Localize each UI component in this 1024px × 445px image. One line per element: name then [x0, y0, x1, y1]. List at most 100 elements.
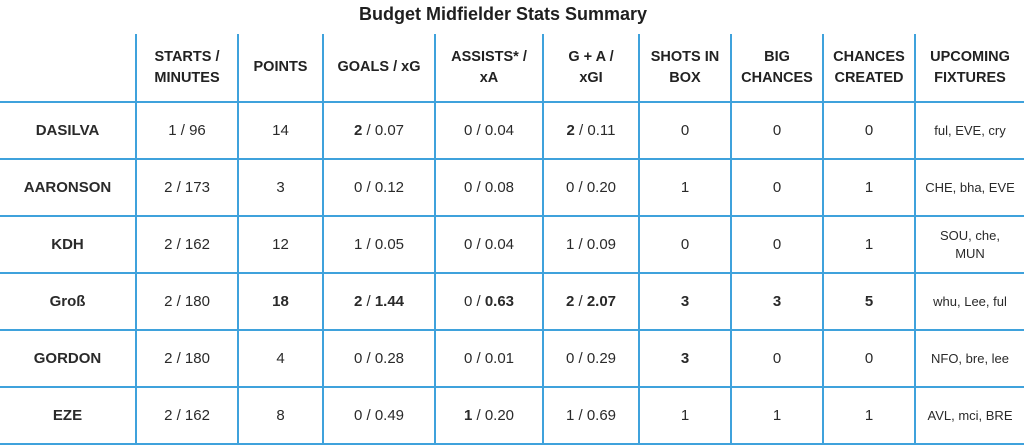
starts-minutes: 2 / 162 — [135, 216, 238, 273]
assists-xa-value: 0 — [463, 293, 473, 310]
goals-xg-expected: 0.12 — [374, 179, 405, 196]
assists-xa-expected: 0.04 — [484, 122, 515, 139]
header-ga: G + A / xGI — [542, 34, 639, 102]
goals-xg-expected: 0.07 — [374, 122, 405, 139]
goals-xg-value: 0 — [353, 407, 363, 424]
ga-xgi: 2 / 0.11 — [542, 102, 639, 159]
goals-xg-value: 0 — [353, 179, 363, 196]
goals-xg: 0 / 0.12 — [322, 159, 435, 216]
player-name: AARONSON — [23, 179, 112, 196]
points: 18 — [237, 273, 323, 330]
big-chances: 0 — [730, 102, 823, 159]
goals-xg-expected: 0.28 — [374, 350, 405, 367]
header-fixtures: UPCOMING FIXTURES — [914, 34, 1024, 102]
ga-xgi-value: 0 — [565, 350, 575, 367]
big-chances: 3 — [730, 273, 823, 330]
big-chances: 1 — [730, 387, 823, 444]
upcoming-fixtures: ful, EVE, cry — [914, 102, 1024, 159]
shots-in-box: 3 — [638, 273, 731, 330]
assists-xa: 0 / 0.63 — [434, 273, 543, 330]
chances-created: 5 — [822, 273, 915, 330]
assists-xa: 1 / 0.20 — [434, 387, 543, 444]
assists-xa-value: 1 — [463, 407, 473, 424]
starts-minutes: 1 / 96 — [135, 102, 238, 159]
upcoming-fixtures: whu, Lee, ful — [914, 273, 1024, 330]
ga-xgi: 1 / 0.09 — [542, 216, 639, 273]
assists-xa-expected: 0.63 — [484, 293, 515, 310]
assists-xa-expected: 0.08 — [484, 179, 515, 196]
starts-minutes: 2 / 173 — [135, 159, 238, 216]
table-row: EZE 2 / 162 8 0 / 0.49 1 / 0.20 1 / 0.69 1 1 1 AV… — [0, 387, 1024, 444]
ga-xgi-expected: 0.20 — [586, 179, 617, 196]
ga-xgi: 1 / 0.69 — [542, 387, 639, 444]
shots-in-box: 0 — [638, 216, 731, 273]
goals-xg-value: 0 — [353, 350, 363, 367]
header-chances-created: CHANCES CREATED — [822, 34, 915, 102]
goals-xg-value: 2 — [353, 293, 363, 310]
upcoming-fixtures: CHE, bha, EVE — [914, 159, 1024, 216]
ga-xgi: 0 / 0.20 — [542, 159, 639, 216]
goals-xg: 2 / 0.07 — [322, 102, 435, 159]
header-starts: STARTS / MINUTES — [135, 34, 238, 102]
player-name: GORDON — [33, 350, 102, 367]
stats-table: STARTS / MINUTES POINTS GOALS / xG ASSIST… — [0, 34, 1024, 445]
ga-xgi-expected: 0.69 — [586, 407, 617, 424]
ga-xgi-value: 0 — [565, 179, 575, 196]
points: 3 — [237, 159, 323, 216]
assists-xa: 0 / 0.04 — [434, 216, 543, 273]
header-big-chances: BIG CHANCES — [730, 34, 823, 102]
assists-xa-value: 0 — [463, 122, 473, 139]
shots-in-box: 3 — [638, 330, 731, 387]
points: 4 — [237, 330, 323, 387]
chances-created: 1 — [822, 216, 915, 273]
goals-xg: 2 / 1.44 — [322, 273, 435, 330]
chances-created: 0 — [822, 330, 915, 387]
table-row: GORDON 2 / 180 4 0 / 0.28 0 / 0.01 0 / 0.29 3 0… — [0, 330, 1024, 387]
assists-xa: 0 / 0.01 — [434, 330, 543, 387]
table-row: DASILVA 1 / 96 14 2 / 0.07 0 / 0.04 2 / 0.11 0… — [0, 102, 1024, 159]
chances-created: 1 — [822, 159, 915, 216]
upcoming-fixtures: SOU, che, MUN — [914, 216, 1024, 273]
header-row: STARTS / MINUTES POINTS GOALS / xG ASSIST… — [0, 34, 1024, 102]
header-points: POINTS — [237, 34, 323, 102]
player-name: DASILVA — [35, 122, 100, 139]
starts-minutes: 2 / 180 — [135, 273, 238, 330]
points: 12 — [237, 216, 323, 273]
big-chances: 0 — [730, 159, 823, 216]
assists-xa: 0 / 0.08 — [434, 159, 543, 216]
header-player — [0, 34, 136, 102]
chances-created: 1 — [822, 387, 915, 444]
ga-xgi-expected: 0.09 — [586, 236, 617, 253]
assists-xa-value: 0 — [463, 350, 473, 367]
player-name: Groß — [49, 293, 86, 310]
upcoming-fixtures: NFO, bre, lee — [914, 330, 1024, 387]
assists-xa-value: 0 — [463, 179, 473, 196]
header-assists: ASSISTS* / xA — [434, 34, 543, 102]
player-name: KDH — [51, 236, 84, 253]
goals-xg-expected: 1.44 — [374, 293, 405, 310]
starts-minutes: 2 / 180 — [135, 330, 238, 387]
ga-xgi-expected: 0.29 — [586, 350, 617, 367]
assists-xa-value: 0 — [463, 236, 473, 253]
upcoming-fixtures: AVL, mci, BRE — [914, 387, 1024, 444]
ga-xgi-value: 2 — [565, 293, 575, 310]
goals-xg-value: 2 — [353, 122, 363, 139]
table-row: Groß 2 / 180 18 2 / 1.44 0 / 0.63 2 / 2.07 3 3 5… — [0, 273, 1024, 330]
player-name: EZE — [52, 407, 83, 424]
goals-xg-expected: 0.49 — [374, 407, 405, 424]
assists-xa-expected: 0.01 — [484, 350, 515, 367]
assists-xa-expected: 0.20 — [484, 407, 515, 424]
goals-xg: 1 / 0.05 — [322, 216, 435, 273]
shots-in-box: 0 — [638, 102, 731, 159]
table-title: Budget Midfielder Stats Summary — [358, 4, 648, 24]
ga-xgi-expected: 0.11 — [587, 122, 616, 139]
header-goals: GOALS / xG — [322, 34, 435, 102]
ga-xgi-value: 1 — [565, 236, 575, 253]
ga-xgi: 0 / 0.29 — [542, 330, 639, 387]
big-chances: 0 — [730, 216, 823, 273]
assists-xa-expected: 0.04 — [484, 236, 515, 253]
points: 14 — [237, 102, 323, 159]
shots-in-box: 1 — [638, 387, 731, 444]
assists-xa: 0 / 0.04 — [434, 102, 543, 159]
table-row: KDH 2 / 162 12 1 / 0.05 0 / 0.04 1 / 0.09 0 0 1 S… — [0, 216, 1024, 273]
